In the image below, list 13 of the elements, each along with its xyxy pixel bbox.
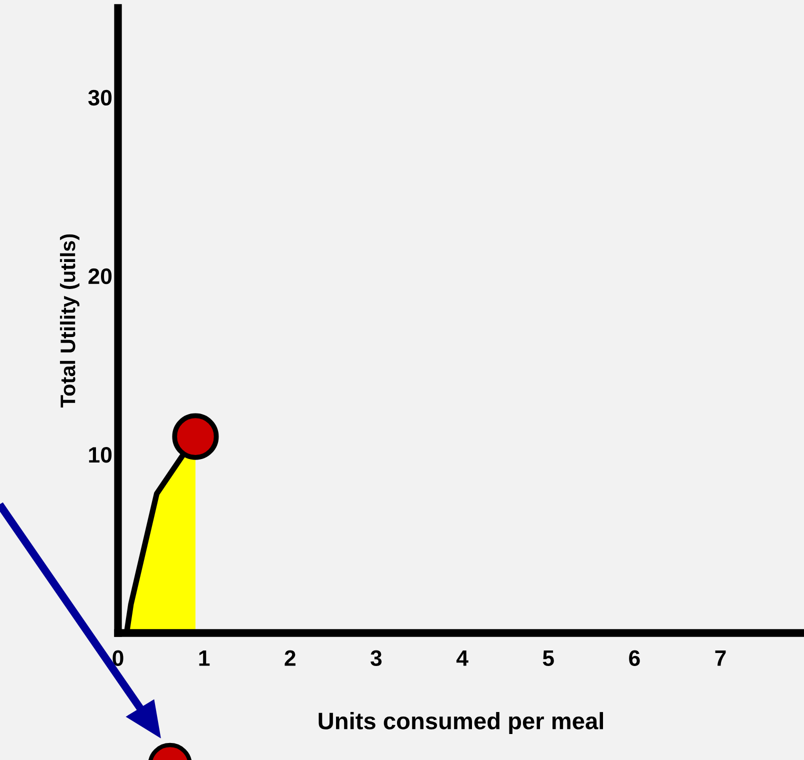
x-tick-label: 1 [199,650,210,666]
x-tick-label: 4 [456,650,468,666]
x-tick-label: 2 [284,650,296,666]
y-tick-label: 30 [88,90,112,106]
x-tick-label: 5 [542,650,554,666]
y-tick-label: 20 [88,268,112,284]
y-tick-label: 10 [89,446,112,463]
x-tick-label: 0 [112,650,124,666]
y-axis-title: Total Utility (utils) [60,234,80,408]
x-tick-label: 3 [370,650,382,666]
x-tick-label: 7 [715,650,726,666]
x-axis-title: Units consumed per meal [318,712,604,734]
x-tick-label: 6 [629,650,640,666]
